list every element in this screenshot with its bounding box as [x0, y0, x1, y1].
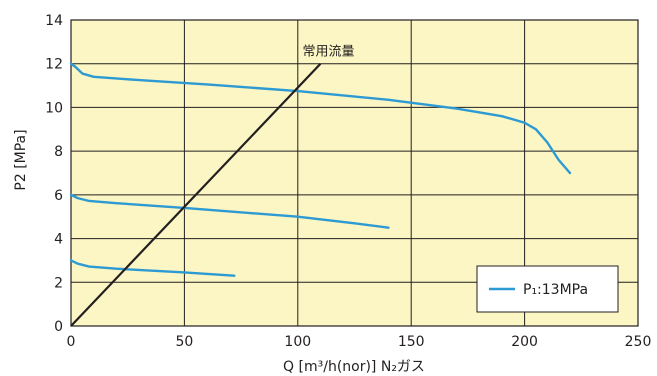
y-tick-label: 2: [54, 275, 63, 291]
legend-label: P₁:13MPa: [523, 282, 588, 298]
y-tick-label: 8: [54, 144, 63, 160]
y-tick-label: 14: [45, 13, 63, 29]
plot-frame: [70, 19, 639, 327]
x-tick-label: 50: [175, 334, 193, 350]
y-axis-title: P2 [MPa]: [13, 129, 29, 190]
x-axis-title: Q [m³/h(nor)] N₂ガス: [283, 359, 425, 375]
x-tick-label: 200: [511, 334, 538, 350]
reference-line-label: 常用流量: [302, 45, 354, 60]
y-tick-label: 12: [45, 57, 63, 73]
x-tick-label: 100: [284, 334, 311, 350]
series-line: [69, 193, 390, 229]
x-tick-label: 0: [67, 334, 76, 350]
x-tick-label: 150: [398, 334, 425, 350]
y-tick-label: 4: [54, 232, 63, 248]
y-tick-label: 0: [54, 319, 63, 335]
series-line: [69, 62, 572, 175]
series-line: [69, 259, 236, 277]
x-tick-label: 250: [625, 334, 652, 350]
y-tick-label: 6: [54, 188, 63, 204]
reference-line: [70, 62, 322, 327]
y-tick-label: 10: [45, 100, 63, 116]
